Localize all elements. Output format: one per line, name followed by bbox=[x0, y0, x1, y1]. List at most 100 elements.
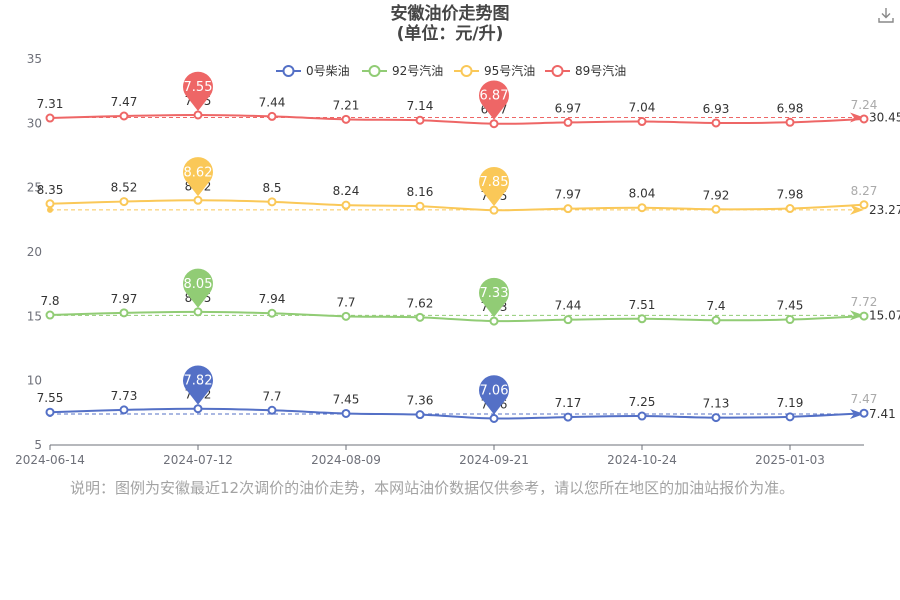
data-label: 7.51 bbox=[629, 298, 656, 312]
legend-marker bbox=[551, 65, 564, 77]
data-point bbox=[563, 204, 573, 214]
max-pin-marker bbox=[183, 268, 214, 308]
data-label: 7.7 bbox=[262, 389, 281, 403]
y-tick-label: 20 bbox=[27, 245, 42, 259]
min-pin-label: 7.85 bbox=[480, 175, 509, 190]
data-label: 8.52 bbox=[111, 181, 138, 195]
data-point bbox=[341, 311, 351, 321]
y-tick-label: 15 bbox=[27, 309, 42, 323]
data-label: 7.14 bbox=[407, 99, 434, 113]
data-point bbox=[267, 405, 277, 415]
data-point bbox=[45, 407, 55, 417]
data-label: 7.47 bbox=[111, 95, 138, 109]
data-point bbox=[711, 413, 721, 423]
data-point bbox=[785, 117, 795, 127]
max-pin-marker bbox=[183, 71, 213, 111]
data-point bbox=[119, 111, 129, 121]
max-pin-marker bbox=[183, 365, 214, 405]
data-label: 6.93 bbox=[703, 102, 730, 116]
data-label: 8.5 bbox=[262, 181, 281, 195]
data-point bbox=[489, 316, 499, 326]
legend-marker bbox=[282, 65, 295, 77]
data-point bbox=[859, 408, 869, 418]
data-point bbox=[563, 117, 573, 127]
legend-marker bbox=[368, 65, 381, 77]
data-point bbox=[193, 110, 203, 120]
average-value-label: 15.07 bbox=[869, 308, 900, 322]
data-point bbox=[119, 308, 129, 318]
data-point bbox=[341, 200, 351, 210]
legend-label: 89号汽油 bbox=[575, 63, 626, 78]
legend-marker bbox=[460, 65, 473, 77]
data-point bbox=[267, 197, 277, 207]
average-value-label: 7.41 bbox=[869, 407, 896, 421]
data-label: 7.73 bbox=[111, 389, 138, 403]
data-point bbox=[267, 308, 277, 318]
data-point bbox=[119, 197, 129, 207]
data-point bbox=[637, 117, 647, 127]
y-tick-label: 35 bbox=[27, 52, 42, 66]
data-point bbox=[45, 310, 55, 320]
chart-title-block: 安徽油价走势图 (单位：元/升) bbox=[0, 4, 900, 44]
data-label: 7.92 bbox=[703, 188, 730, 202]
data-label: 7.19 bbox=[777, 396, 804, 410]
data-label: 7.17 bbox=[555, 396, 582, 410]
average-value-label: 23.27 bbox=[869, 203, 900, 217]
data-point bbox=[193, 307, 203, 317]
data-point bbox=[859, 114, 869, 124]
data-point bbox=[785, 204, 795, 214]
data-label: 7.45 bbox=[333, 392, 360, 406]
data-point bbox=[193, 404, 203, 414]
data-point bbox=[859, 311, 869, 321]
min-pin-marker bbox=[479, 375, 509, 415]
data-label: 7.97 bbox=[555, 188, 582, 202]
data-label: 7.44 bbox=[555, 299, 582, 313]
min-pin-label: 7.33 bbox=[480, 286, 509, 301]
data-label: 6.97 bbox=[555, 101, 582, 115]
data-point bbox=[711, 204, 721, 214]
data-label: 7.4 bbox=[706, 299, 725, 313]
legend-label: 92号汽油 bbox=[392, 63, 443, 78]
data-label: 7.47 bbox=[851, 392, 878, 406]
data-label: 7.31 bbox=[37, 97, 64, 111]
min-pin-marker bbox=[479, 80, 509, 120]
x-tick-label: 2024-06-14 bbox=[15, 453, 85, 467]
max-pin-label: 7.82 bbox=[184, 374, 213, 389]
data-point bbox=[563, 412, 573, 422]
data-label: 8.35 bbox=[37, 183, 64, 197]
data-point bbox=[711, 315, 721, 325]
chart-note: 说明：图例为安徽最近12次调价的油价走势，本网站油价数据仅供参考，请以您所在地区… bbox=[70, 479, 795, 497]
data-point bbox=[415, 115, 425, 125]
data-point bbox=[267, 111, 277, 121]
data-point bbox=[637, 314, 647, 324]
data-point bbox=[785, 315, 795, 325]
series-line bbox=[49, 310, 865, 323]
data-label: 7.45 bbox=[777, 299, 804, 313]
data-label: 7.25 bbox=[629, 395, 656, 409]
data-label: 7.13 bbox=[703, 397, 730, 411]
data-point bbox=[711, 118, 721, 128]
min-pin-marker bbox=[479, 166, 509, 207]
y-tick-label: 5 bbox=[34, 438, 42, 452]
y-tick-label: 25 bbox=[27, 181, 42, 195]
average-line-start bbox=[47, 206, 53, 213]
max-pin-label: 8.62 bbox=[184, 165, 213, 180]
data-label: 7.72 bbox=[851, 295, 878, 309]
max-pin-label: 8.05 bbox=[184, 277, 213, 292]
data-label: 7.8 bbox=[40, 294, 59, 308]
data-label: 8.04 bbox=[629, 187, 656, 201]
download-icon[interactable] bbox=[877, 6, 895, 24]
max-pin-label: 7.55 bbox=[184, 80, 213, 95]
average-value-label: 30.45 bbox=[869, 111, 900, 125]
data-point bbox=[489, 205, 499, 215]
series-line bbox=[49, 199, 865, 212]
series-line bbox=[49, 113, 865, 125]
data-point bbox=[637, 411, 647, 421]
data-label: 7.62 bbox=[407, 296, 434, 310]
data-point bbox=[415, 312, 425, 322]
chart-title: 安徽油价走势图 bbox=[390, 4, 510, 24]
data-point bbox=[859, 200, 869, 210]
data-label: 7.98 bbox=[777, 188, 804, 202]
max-pin-marker bbox=[183, 157, 213, 197]
